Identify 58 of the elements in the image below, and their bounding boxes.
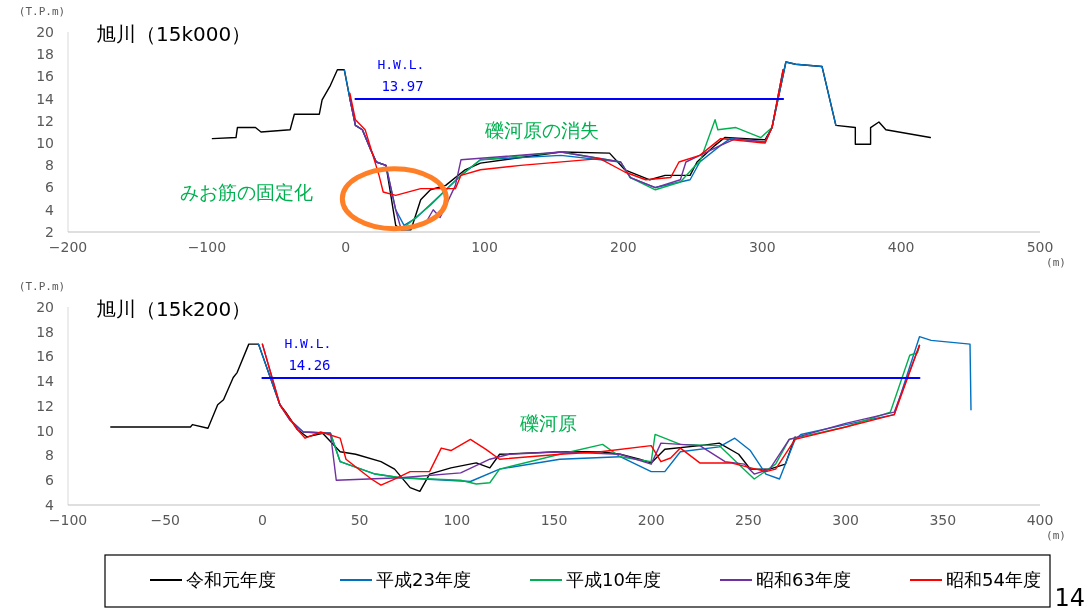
x-tick-label: 0 bbox=[341, 239, 351, 255]
x-axis-title: (m) bbox=[1046, 529, 1066, 542]
x-tick-label: 150 bbox=[540, 512, 568, 528]
data-label: 13.97 bbox=[381, 78, 424, 94]
chart-title: 旭川（15k200） bbox=[96, 297, 252, 321]
y-tick-label: 16 bbox=[36, 348, 55, 365]
x-tick-label: −100 bbox=[48, 512, 88, 528]
y-tick-label: 4 bbox=[45, 201, 55, 218]
annotation: みお筋の固定化 bbox=[180, 180, 313, 203]
x-tick-label: 300 bbox=[748, 239, 776, 255]
x-tick-label: 50 bbox=[350, 512, 369, 528]
legend-label: 昭和54年度 bbox=[946, 569, 1041, 591]
y-tick-label: 8 bbox=[45, 447, 54, 464]
legend-label: 平成10年度 bbox=[566, 569, 661, 591]
y-tick-label: 2 bbox=[45, 223, 54, 240]
y-tick-label: 18 bbox=[36, 46, 54, 63]
x-tick-label: 200 bbox=[637, 512, 665, 528]
chart-title: 旭川（15k000） bbox=[96, 22, 252, 46]
y-tick-label: 14 bbox=[36, 90, 55, 107]
y-tick-label: 16 bbox=[36, 68, 55, 85]
y-tick-label: 10 bbox=[36, 135, 54, 152]
x-tick-label: 250 bbox=[735, 512, 762, 528]
x-tick-label: 200 bbox=[610, 239, 637, 255]
legend-label: 令和元年度 bbox=[186, 569, 276, 591]
y-tick-label: 8 bbox=[45, 157, 54, 174]
x-tick-label: 350 bbox=[929, 512, 957, 528]
line-series bbox=[349, 69, 784, 197]
text: 14 bbox=[1054, 584, 1085, 613]
x-tick-label: 100 bbox=[471, 239, 498, 255]
y-tick-label: 6 bbox=[45, 179, 55, 196]
x-tick-label: 0 bbox=[257, 512, 267, 528]
x-tick-label: 400 bbox=[1026, 512, 1054, 528]
x-tick-label: 300 bbox=[832, 512, 859, 528]
x-tick-label: −50 bbox=[150, 512, 180, 528]
x-tick-label: 500 bbox=[1026, 239, 1054, 255]
y-tick-label: 14 bbox=[36, 373, 55, 390]
y-tick-label: 12 bbox=[36, 112, 54, 129]
x-axis-title: (m) bbox=[1046, 256, 1066, 269]
y-tick-label: 10 bbox=[36, 422, 54, 439]
y-tick-label: 4 bbox=[45, 496, 55, 513]
legend-label: 平成23年度 bbox=[376, 569, 471, 591]
legend-label: 昭和63年度 bbox=[756, 569, 851, 591]
x-tick-label: 400 bbox=[887, 239, 915, 255]
x-tick-label: −200 bbox=[48, 239, 88, 255]
y-tick-label: 6 bbox=[45, 472, 55, 489]
annotation: 礫河原 bbox=[519, 411, 577, 434]
text: H.W.L. bbox=[284, 336, 332, 352]
x-tick-label: 100 bbox=[443, 512, 471, 528]
y-tick-label: 12 bbox=[36, 397, 54, 414]
y-tick-label: 18 bbox=[36, 323, 54, 340]
y-axis-title: (T.P.m) bbox=[18, 280, 66, 293]
x-tick-label: −100 bbox=[187, 239, 227, 255]
annotation: 礫河原の消失 bbox=[484, 118, 599, 141]
y-tick-label: 20 bbox=[36, 298, 54, 315]
text: H.W.L. bbox=[377, 57, 425, 72]
data-label: 14.26 bbox=[288, 357, 331, 374]
y-axis-title: (T.P.m) bbox=[18, 5, 66, 18]
y-tick-label: 20 bbox=[36, 23, 54, 40]
